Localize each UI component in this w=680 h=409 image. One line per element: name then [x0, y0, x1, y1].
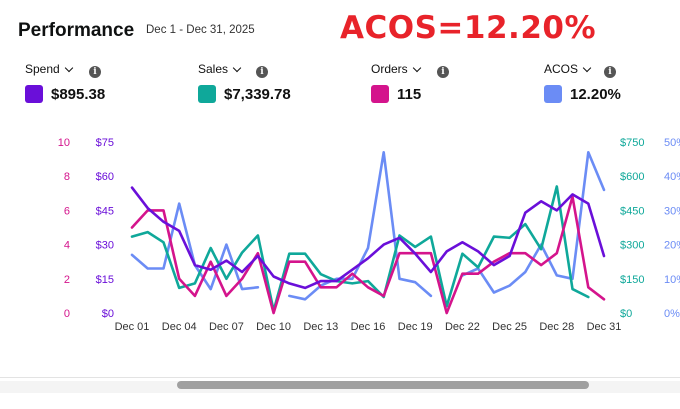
metric-acos: ACOS i 12.20%: [544, 62, 621, 103]
y-tick-label-sales: $0: [620, 308, 632, 320]
y-tick-label-acos: 10%: [664, 274, 680, 286]
metric-orders: Orders i 115: [371, 62, 449, 103]
y-tick-label-spend: $45: [96, 205, 114, 217]
date-range: Dec 1 - Dec 31, 2025: [146, 24, 255, 36]
series-line-orders: [130, 195, 606, 315]
series-line-sales: [130, 185, 590, 312]
metric-sales-label: Sales: [198, 62, 229, 76]
x-tick-label: Dec 01: [115, 321, 150, 333]
y-tick-label-sales: $150: [620, 274, 644, 286]
chevron-down-icon: [64, 63, 73, 72]
metric-sales-value: $7,339.78: [224, 85, 291, 103]
chevron-down-icon: [582, 63, 592, 72]
y-tick-label-spend: $0: [102, 308, 114, 320]
metric-spend-swatch[interactable]: [25, 85, 43, 103]
performance-line-chart: 10 8 6 4 2 0 $75 $60 $45 $30 $15 $0 $750 $600 $450 $300…: [58, 137, 680, 333]
metric-spend-value: $895.38: [51, 85, 106, 103]
horizontal-scrollbar-thumb[interactable]: [177, 381, 589, 389]
y-tick-label-orders: 0: [64, 308, 70, 320]
metric-spend-label: Spend: [25, 62, 60, 76]
metric-orders-swatch[interactable]: [371, 85, 389, 103]
x-tick-label: Dec 25: [492, 321, 527, 333]
y-tick-label-spend: $75: [96, 137, 114, 149]
metric-sales: Sales i $7,339.78: [198, 62, 291, 103]
metric-acos-dropdown[interactable]: ACOS: [544, 62, 621, 76]
y-tick-label-acos: 30%: [664, 205, 680, 217]
y-tick-label-orders: 8: [64, 171, 70, 183]
y-tick-label-acos: 0%: [664, 308, 680, 320]
metric-sales-dropdown[interactable]: Sales: [198, 62, 291, 76]
x-tick-label: Dec 31: [587, 321, 622, 333]
metric-sales-swatch[interactable]: [198, 85, 216, 103]
y-tick-label-acos: 50%: [664, 137, 680, 149]
y-tick-label-sales: $450: [620, 205, 644, 217]
metric-spend: Spend i $895.38: [25, 62, 105, 103]
x-tick-label: Dec 28: [539, 321, 574, 333]
series-line-spend: [130, 186, 606, 290]
metric-acos-value: 12.20%: [570, 85, 621, 103]
page-title: Performance: [18, 20, 135, 41]
y-tick-label-spend: $30: [96, 240, 114, 252]
info-icon[interactable]: i: [89, 66, 101, 78]
metric-orders-dropdown[interactable]: Orders: [371, 62, 421, 76]
info-icon[interactable]: i: [437, 66, 449, 78]
chevron-down-icon: [232, 63, 242, 72]
y-tick-label-acos: 40%: [664, 171, 680, 183]
metric-acos-swatch[interactable]: [544, 85, 562, 103]
y-tick-label-sales: $600: [620, 171, 644, 183]
metric-orders-label: Orders: [371, 62, 408, 76]
x-tick-label: Dec 04: [162, 321, 197, 333]
y-tick-label-orders: 2: [64, 274, 70, 286]
y-tick-label-orders: 4: [64, 240, 70, 252]
info-icon[interactable]: i: [256, 66, 268, 78]
chevron-down-icon: [412, 63, 421, 72]
x-tick-label: Dec 07: [209, 321, 244, 333]
metric-spend-dropdown[interactable]: Spend: [25, 62, 105, 76]
y-tick-label-acos: 20%: [664, 240, 680, 252]
y-tick-label-spend: $60: [96, 171, 114, 183]
metric-acos-label: ACOS: [544, 62, 579, 76]
acos-banner: ACOS=12.20%: [340, 10, 597, 46]
x-tick-label: Dec 22: [445, 321, 480, 333]
x-tick-label: Dec 13: [303, 321, 338, 333]
divider: [0, 377, 680, 378]
x-tick-label: Dec 19: [398, 321, 433, 333]
y-tick-label-spend: $15: [96, 274, 114, 286]
y-tick-label-orders: 10: [58, 137, 70, 149]
x-tick-label: Dec 16: [351, 321, 386, 333]
y-tick-label-sales: $300: [620, 240, 644, 252]
y-tick-label-orders: 6: [64, 205, 70, 217]
y-tick-label-sales: $750: [620, 137, 644, 149]
metric-orders-value: 115: [397, 85, 422, 103]
x-tick-label: Dec 10: [256, 321, 291, 333]
info-icon[interactable]: i: [604, 66, 616, 78]
